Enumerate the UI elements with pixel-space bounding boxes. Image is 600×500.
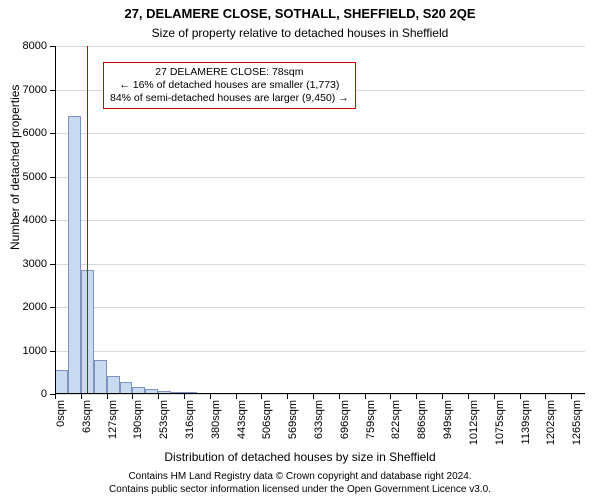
x-tick xyxy=(520,394,521,399)
footer-credits: Contains HM Land Registry data © Crown c… xyxy=(0,471,600,496)
x-tick xyxy=(107,394,108,399)
x-tick-label: 569sqm xyxy=(287,400,299,439)
x-tick xyxy=(365,394,366,399)
grid-line xyxy=(55,46,585,47)
footer-line-2: Contains public sector information licen… xyxy=(0,484,600,497)
x-tick-label: 127sqm xyxy=(107,400,119,439)
x-tick-label: 759sqm xyxy=(365,400,377,439)
x-tick xyxy=(132,394,133,399)
x-tick xyxy=(55,394,56,399)
x-tick xyxy=(494,394,495,399)
y-tick-label: 6000 xyxy=(23,127,47,139)
plot-area: 0100020003000400050006000700080000sqm63s… xyxy=(55,46,585,394)
x-tick-label: 1139sqm xyxy=(520,400,532,444)
x-tick-label: 1202sqm xyxy=(545,400,557,445)
x-tick-label: 506sqm xyxy=(261,400,273,439)
grid-line xyxy=(55,394,585,395)
y-tick-label: 2000 xyxy=(23,301,47,313)
x-tick-label: 1265sqm xyxy=(571,400,583,445)
annotation-line-3: 84% of semi-detached houses are larger (… xyxy=(110,92,349,105)
histogram-bar xyxy=(68,116,81,394)
x-tick xyxy=(81,394,82,399)
x-tick xyxy=(287,394,288,399)
x-tick-label: 316sqm xyxy=(184,400,196,439)
grid-line xyxy=(55,307,585,308)
x-tick-label: 0sqm xyxy=(55,400,67,427)
x-tick xyxy=(313,394,314,399)
x-tick xyxy=(545,394,546,399)
x-tick-label: 1012sqm xyxy=(468,400,480,445)
chart-subtitle: Size of property relative to detached ho… xyxy=(0,26,600,40)
x-tick-label: 633sqm xyxy=(313,400,325,439)
x-tick-label: 190sqm xyxy=(132,400,144,439)
x-tick-label: 380sqm xyxy=(210,400,222,439)
x-tick-label: 253sqm xyxy=(158,400,170,439)
y-tick-label: 4000 xyxy=(23,214,47,226)
annotation-box: 27 DELAMERE CLOSE: 78sqm ← 16% of detach… xyxy=(103,62,356,109)
x-axis-line xyxy=(55,393,585,394)
x-tick-label: 443sqm xyxy=(236,400,248,439)
grid-line xyxy=(55,351,585,352)
histogram-bar xyxy=(94,360,107,394)
annotation-line-1: 27 DELAMERE CLOSE: 78sqm xyxy=(110,66,349,79)
grid-line xyxy=(55,133,585,134)
property-marker-line xyxy=(87,46,88,394)
x-tick xyxy=(210,394,211,399)
x-tick xyxy=(442,394,443,399)
x-tick xyxy=(184,394,185,399)
y-tick-label: 1000 xyxy=(23,345,47,357)
x-tick xyxy=(571,394,572,399)
footer-line-1: Contains HM Land Registry data © Crown c… xyxy=(0,471,600,484)
histogram-bar xyxy=(55,370,68,394)
annotation-line-2: ← 16% of detached houses are smaller (1,… xyxy=(110,79,349,92)
grid-line xyxy=(55,220,585,221)
x-tick-label: 63sqm xyxy=(81,400,93,433)
y-tick-label: 0 xyxy=(41,388,47,400)
x-tick xyxy=(261,394,262,399)
chart-title: 27, DELAMERE CLOSE, SOTHALL, SHEFFIELD, … xyxy=(0,6,600,21)
grid-line xyxy=(55,177,585,178)
x-tick xyxy=(236,394,237,399)
y-axis-label: Number of detached properties xyxy=(8,85,22,250)
x-tick-label: 696sqm xyxy=(339,400,351,439)
x-tick xyxy=(390,394,391,399)
y-tick-label: 8000 xyxy=(23,40,47,52)
x-tick xyxy=(468,394,469,399)
x-tick xyxy=(416,394,417,399)
y-tick-label: 3000 xyxy=(23,258,47,270)
histogram-bar xyxy=(107,376,120,394)
grid-line xyxy=(55,264,585,265)
y-tick-label: 5000 xyxy=(23,171,47,183)
x-axis-label: Distribution of detached houses by size … xyxy=(0,450,600,464)
x-tick xyxy=(339,394,340,399)
x-tick-label: 1075sqm xyxy=(494,400,506,445)
y-tick-label: 7000 xyxy=(23,84,47,96)
y-axis-line xyxy=(55,46,56,394)
x-tick xyxy=(158,394,159,399)
x-tick-label: 886sqm xyxy=(416,400,428,439)
x-tick-label: 822sqm xyxy=(390,400,402,439)
x-tick-label: 949sqm xyxy=(442,400,454,439)
